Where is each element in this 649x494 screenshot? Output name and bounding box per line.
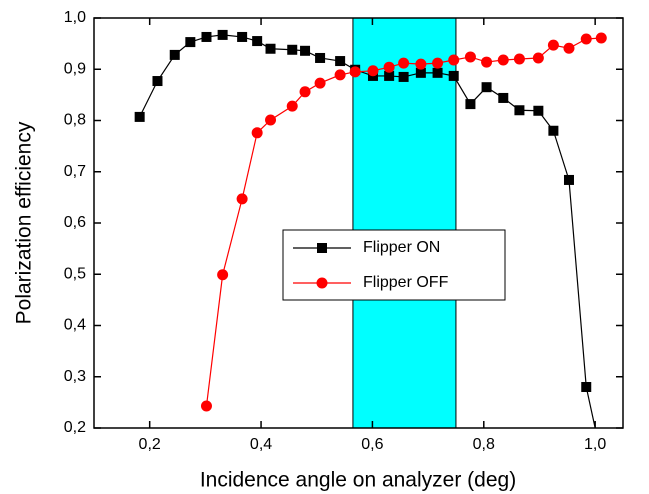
marker xyxy=(532,52,544,64)
marker xyxy=(581,382,592,392)
marker xyxy=(383,61,395,73)
marker xyxy=(200,400,212,412)
marker xyxy=(286,100,298,112)
marker xyxy=(533,105,544,116)
marker xyxy=(252,36,263,47)
marker xyxy=(415,67,426,78)
y-tick-label: 0,7 xyxy=(64,163,86,180)
marker xyxy=(432,57,444,69)
x-tick-label: 0,6 xyxy=(361,436,383,453)
marker xyxy=(317,243,327,253)
y-tick-label: 0,5 xyxy=(64,265,86,282)
marker xyxy=(481,82,492,93)
marker xyxy=(217,29,228,40)
marker xyxy=(335,56,346,67)
marker xyxy=(398,57,410,69)
marker xyxy=(314,77,326,89)
marker xyxy=(315,52,326,63)
y-tick-label: 0,4 xyxy=(64,317,86,334)
y-tick-label: 1,0 xyxy=(64,9,86,26)
marker xyxy=(265,114,277,126)
marker xyxy=(514,105,525,116)
marker xyxy=(367,65,379,77)
marker xyxy=(563,42,575,54)
marker xyxy=(415,58,427,70)
marker xyxy=(134,111,145,122)
marker xyxy=(217,269,229,281)
shaded-region xyxy=(352,18,457,428)
marker xyxy=(152,76,163,87)
y-tick-label: 0,3 xyxy=(64,368,86,385)
marker xyxy=(334,69,346,81)
y-tick-label: 0,2 xyxy=(64,419,86,436)
marker xyxy=(349,66,361,78)
plot-area xyxy=(134,18,611,484)
marker xyxy=(384,70,395,81)
marker xyxy=(601,474,611,484)
y-axis-title: Polarization efficiency xyxy=(13,121,36,324)
x-tick-label: 1,0 xyxy=(584,436,606,453)
marker xyxy=(236,193,248,205)
marker xyxy=(513,53,525,65)
marker xyxy=(251,127,263,139)
marker xyxy=(448,54,460,66)
legend-label: Flipper ON xyxy=(363,239,440,256)
legend-label: Flipper OFF xyxy=(363,274,449,291)
x-tick-label: 0,8 xyxy=(473,436,495,453)
marker xyxy=(398,71,409,82)
legend-box xyxy=(282,229,506,301)
x-tick-label: 0,4 xyxy=(250,436,272,453)
marker xyxy=(316,277,328,289)
marker xyxy=(287,44,298,55)
marker xyxy=(185,37,196,48)
marker xyxy=(548,125,559,136)
marker xyxy=(481,56,493,68)
y-tick-label: 0,8 xyxy=(64,112,86,129)
marker xyxy=(169,49,180,60)
y-tick-label: 0,9 xyxy=(64,60,86,77)
marker xyxy=(580,33,592,45)
marker xyxy=(201,31,212,42)
marker xyxy=(448,70,459,81)
marker xyxy=(563,174,574,185)
marker xyxy=(464,51,476,63)
y-tick-label: 0,6 xyxy=(64,214,86,231)
marker xyxy=(299,86,311,98)
marker xyxy=(300,45,311,56)
marker xyxy=(432,67,443,78)
marker xyxy=(465,99,476,110)
marker xyxy=(498,92,509,103)
marker xyxy=(497,54,509,66)
marker xyxy=(595,32,607,44)
x-tick-label: 0,2 xyxy=(139,436,161,453)
marker xyxy=(547,39,559,51)
x-axis-title: Incidence angle on analyzer (deg) xyxy=(200,469,516,492)
marker xyxy=(237,31,248,42)
marker xyxy=(265,43,276,54)
